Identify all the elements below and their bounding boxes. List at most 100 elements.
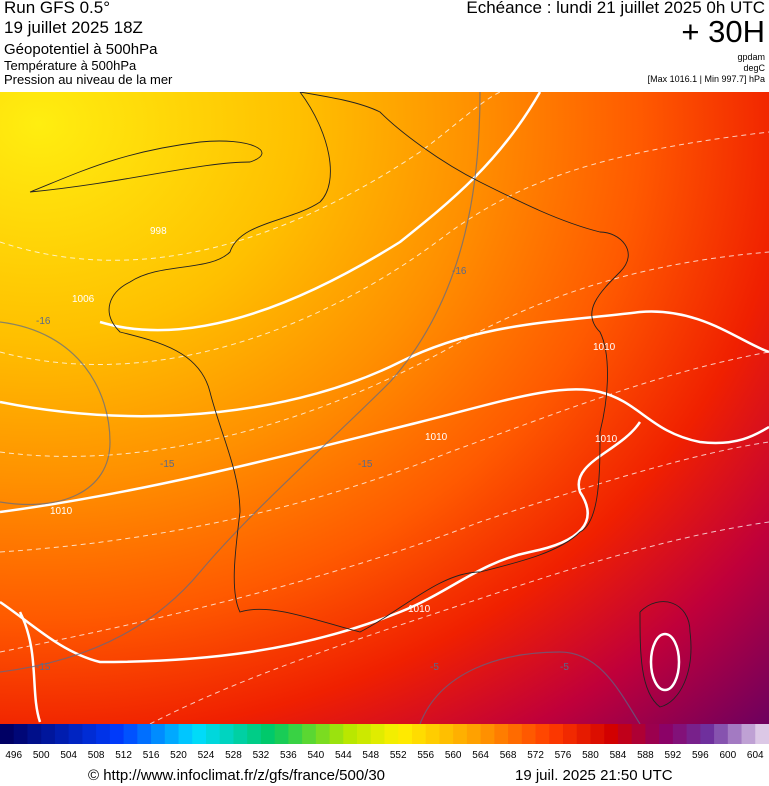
colorbar-swatch bbox=[68, 724, 83, 744]
echeance: Echéance : lundi 21 juillet 2025 0h UTC bbox=[466, 0, 765, 17]
coastline bbox=[29, 92, 692, 708]
contour-label: -16 bbox=[452, 266, 467, 277]
contour-label: -15 bbox=[36, 662, 51, 673]
colorbar-tick-label: 592 bbox=[665, 750, 682, 761]
colorbar-swatch bbox=[700, 724, 715, 744]
colorbar-swatch bbox=[109, 724, 125, 744]
colorbar-swatch bbox=[13, 724, 28, 744]
contour-label: -5 bbox=[560, 662, 569, 673]
map-labels: 998 1006 -16 -15 1010 1010 1010 -16 1010… bbox=[36, 226, 618, 673]
colorbar-tick-label: 556 bbox=[417, 750, 434, 761]
colorbar-swatch bbox=[659, 724, 674, 744]
contour-label: 1010 bbox=[593, 342, 616, 353]
colorbar-swatch bbox=[604, 724, 619, 744]
colorbar-swatch bbox=[714, 724, 729, 744]
colorbar-swatch bbox=[727, 724, 743, 744]
contour-label: -5 bbox=[430, 662, 439, 673]
isotherms bbox=[0, 92, 769, 724]
contour-label: -15 bbox=[358, 459, 373, 470]
colorbar-swatch bbox=[425, 724, 440, 744]
colorbar-swatch bbox=[151, 724, 166, 744]
colorbar-swatch bbox=[247, 724, 262, 744]
colorbar-tick-label: 560 bbox=[445, 750, 462, 761]
colorbar-swatch bbox=[0, 724, 15, 744]
field-label: Géopotentiel à 500hPa bbox=[4, 41, 158, 58]
colorbar-tick-label: 604 bbox=[747, 750, 764, 761]
colorbar-swatch bbox=[535, 724, 550, 744]
contour-label: 1010 bbox=[50, 506, 73, 517]
colorbar-tick-label: 524 bbox=[198, 750, 215, 761]
colorbar-swatch bbox=[260, 724, 276, 744]
colorbar-swatch bbox=[672, 724, 688, 744]
colorbar-swatch bbox=[123, 724, 138, 744]
colorbar-tick-label: 568 bbox=[500, 750, 517, 761]
colorbar-swatch bbox=[192, 724, 207, 744]
colorbar-tick-label: 552 bbox=[390, 750, 407, 761]
colorbar-swatch bbox=[82, 724, 97, 744]
colorbar-swatch bbox=[384, 724, 399, 744]
colorbar-swatch bbox=[41, 724, 56, 744]
contour-label: 1006 bbox=[72, 294, 95, 305]
colorbar-swatch bbox=[343, 724, 358, 744]
contour-label: -16 bbox=[36, 316, 51, 327]
colorbar-swatch bbox=[315, 724, 331, 744]
colorbar-swatch bbox=[178, 724, 193, 744]
colorbar-tick-label: 504 bbox=[60, 750, 77, 761]
contour-label: 998 bbox=[150, 226, 167, 237]
colorbar-tick-label: 548 bbox=[362, 750, 379, 761]
colorbar-tick-label: 596 bbox=[692, 750, 709, 761]
colorbar-swatch bbox=[274, 724, 289, 744]
colorbar-swatch bbox=[631, 724, 646, 744]
colorbar-swatch bbox=[96, 724, 111, 744]
colorbar-swatch bbox=[645, 724, 660, 744]
colorbar-tick-label: 600 bbox=[719, 750, 736, 761]
colorbar-tick-label: 536 bbox=[280, 750, 297, 761]
colorbar-swatch bbox=[27, 724, 42, 744]
colorbar-swatch bbox=[741, 724, 756, 744]
map: 998 1006 -16 -15 1010 1010 1010 -16 1010… bbox=[0, 92, 769, 724]
colorbar-swatch bbox=[576, 724, 591, 744]
colorbar-tick-label: 528 bbox=[225, 750, 242, 761]
colorbar-tick-label: 516 bbox=[143, 750, 160, 761]
colorbar-swatch bbox=[411, 724, 427, 744]
colorbar-tick-label: 508 bbox=[88, 750, 105, 761]
colorbar-swatch bbox=[233, 724, 248, 744]
colorbar-swatch bbox=[54, 724, 70, 744]
colorbar-swatch bbox=[219, 724, 234, 744]
colorbar-swatch bbox=[508, 724, 523, 744]
colorbar-swatch bbox=[480, 724, 495, 744]
colorbar-swatch bbox=[329, 724, 344, 744]
colorbar-tick-label: 520 bbox=[170, 750, 187, 761]
colorbar-swatch bbox=[494, 724, 509, 744]
colorbar-swatch bbox=[288, 724, 303, 744]
unit-label: degC bbox=[743, 63, 765, 73]
field-label: Pression au niveau de la mer bbox=[4, 72, 173, 87]
colorbar-swatch bbox=[205, 724, 221, 744]
colorbar-swatch bbox=[590, 724, 605, 744]
colorbar-tick-label: 500 bbox=[33, 750, 50, 761]
colorbar-tick-label: 544 bbox=[335, 750, 352, 761]
colorbar-tick-label: 512 bbox=[115, 750, 132, 761]
footer-timestamp: 19 juil. 2025 21:50 UTC bbox=[515, 767, 673, 784]
field-label: Température à 500hPa bbox=[4, 58, 137, 73]
footer-url: © http://www.infoclimat.fr/z/gfs/france/… bbox=[88, 767, 386, 784]
colorbar-swatch bbox=[521, 724, 537, 744]
run-title: Run GFS 0.5° bbox=[4, 0, 111, 17]
colorbar-swatch bbox=[453, 724, 468, 744]
colorbar-tick-label: 588 bbox=[637, 750, 654, 761]
contour-label: -15 bbox=[160, 459, 175, 470]
pressure-range: [Max 1016.1 | Min 997.7] hPa bbox=[647, 74, 765, 84]
lead-time: + 30H bbox=[681, 14, 765, 49]
colorbar-swatch bbox=[617, 724, 633, 744]
colorbar-tick-label: 540 bbox=[307, 750, 324, 761]
colorbar-swatch bbox=[137, 724, 152, 744]
contour-label: 1010 bbox=[595, 434, 618, 445]
colorbar-swatch bbox=[398, 724, 413, 744]
colorbar-swatch bbox=[686, 724, 701, 744]
colorbar-swatch bbox=[164, 724, 180, 744]
colorbar-tick-label: 584 bbox=[610, 750, 627, 761]
temperature-field bbox=[0, 92, 769, 724]
temperature-contours bbox=[0, 92, 641, 724]
contour-label: 1010 bbox=[408, 604, 431, 615]
